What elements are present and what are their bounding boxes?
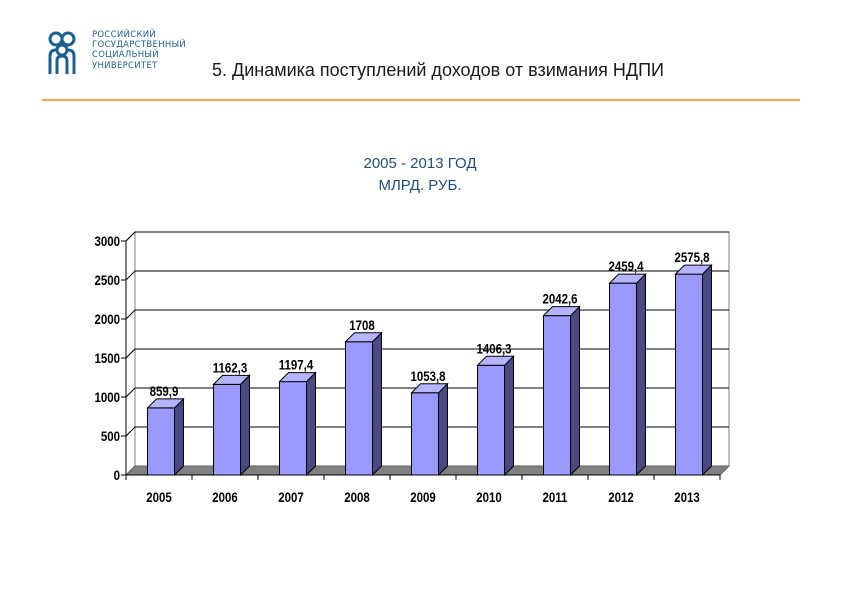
bar-top-2005 xyxy=(146,398,185,409)
data-label-2009: 1053,8 xyxy=(410,368,445,384)
bar-side-2013 xyxy=(702,263,712,477)
logo-line: ГОСУДАРСТВЕННЫЙ xyxy=(92,40,187,51)
data-label-2011: 2042,6 xyxy=(542,291,577,307)
bar-side-2012 xyxy=(636,272,646,477)
y-tick-label: 3000 xyxy=(94,233,120,249)
bar-top-2010 xyxy=(476,355,515,366)
gridline xyxy=(125,270,729,281)
bar-2009 xyxy=(411,392,439,476)
bar-top-2006 xyxy=(212,374,251,385)
y-tick-label: 1000 xyxy=(94,389,120,405)
logo-line: УНИВЕРСИТЕТ xyxy=(92,60,158,71)
y-tick-label: 2000 xyxy=(94,311,120,327)
x-tick-label-2010: 2010 xyxy=(476,489,502,505)
bar-2006 xyxy=(213,383,241,476)
bar-top-2012 xyxy=(608,273,647,284)
bar-2007 xyxy=(279,381,307,476)
y-tick-label: 1500 xyxy=(94,350,120,366)
bar-side-2007 xyxy=(306,371,316,477)
bar-side-2010 xyxy=(504,355,514,477)
x-tick-label-2011: 2011 xyxy=(543,489,568,505)
data-label-2006: 1162,3 xyxy=(213,359,247,375)
bar-top-2013 xyxy=(674,264,713,275)
bar-top-2011 xyxy=(542,306,581,317)
subtitle-years: 2005 - 2013 ГОД xyxy=(363,155,477,172)
subtitle-units: МЛРД. РУБ. xyxy=(378,177,462,194)
slide-heading: 5. Динамика поступлений доходов от взима… xyxy=(212,60,664,80)
gridline xyxy=(125,387,729,398)
bar-2012 xyxy=(609,282,637,476)
bar-top-2009 xyxy=(410,383,449,394)
bar-top-2008 xyxy=(344,332,383,343)
x-tick-label-2005: 2005 xyxy=(146,489,172,505)
bar-side-2006 xyxy=(240,374,250,477)
revenue-bar-chart: 0 500 1000 1500 2000 2500 3000 859,9 2005 1162,3 2… xyxy=(94,230,731,505)
data-label-2013: 2575,8 xyxy=(674,249,709,265)
y-tick-label: 2500 xyxy=(94,272,120,288)
x-tick-label-2007: 2007 xyxy=(278,489,304,505)
y-tick-label: 0 xyxy=(114,467,120,483)
bar-side-2009 xyxy=(438,382,448,477)
bar-side-2005 xyxy=(174,397,184,477)
logo-text: РОССИЙСКИЙ ГОСУДАРСТВЕННЫЙ СОЦИАЛЬНЫЙ УН… xyxy=(92,30,186,71)
data-label-2012: 2459,4 xyxy=(608,258,644,274)
bar-2010 xyxy=(477,364,505,476)
x-tick-label-2008: 2008 xyxy=(344,489,370,505)
gridline xyxy=(125,348,729,359)
bar-2013 xyxy=(675,273,703,476)
logo-line: СОЦИАЛЬНЫЙ xyxy=(92,50,159,61)
x-tick-label-2009: 2009 xyxy=(410,489,436,505)
bar-side-2008 xyxy=(372,331,382,477)
university-logo-icon xyxy=(48,31,76,74)
logo: РОССИЙСКИЙ ГОСУДАРСТВЕННЫЙ СОЦИАЛЬНЫЙ УН… xyxy=(46,30,196,78)
x-tick-label-2012: 2012 xyxy=(608,489,634,505)
data-label-2007: 1197,4 xyxy=(279,356,314,372)
data-label-2008: 1708 xyxy=(349,317,375,333)
gridline xyxy=(125,231,729,242)
chart-subtitle: 2005 - 2013 ГОД МЛРД. РУБ. xyxy=(300,153,540,197)
bar-2005 xyxy=(147,407,175,476)
bar-top-2007 xyxy=(278,372,317,383)
data-label-2010: 1406,3 xyxy=(476,340,511,356)
x-tick-label-2006: 2006 xyxy=(212,489,238,505)
gridline xyxy=(125,426,729,437)
logo-line: РОССИЙСКИЙ xyxy=(92,30,157,40)
header-divider xyxy=(42,99,800,101)
y-tick-label: 500 xyxy=(101,428,120,444)
bar-side-2011 xyxy=(570,305,580,477)
bar-2011 xyxy=(543,315,571,476)
gridline xyxy=(125,309,729,320)
x-tick-label-2013: 2013 xyxy=(674,489,700,505)
data-label-2005: 859,9 xyxy=(150,383,179,399)
bar-2008 xyxy=(345,341,373,476)
